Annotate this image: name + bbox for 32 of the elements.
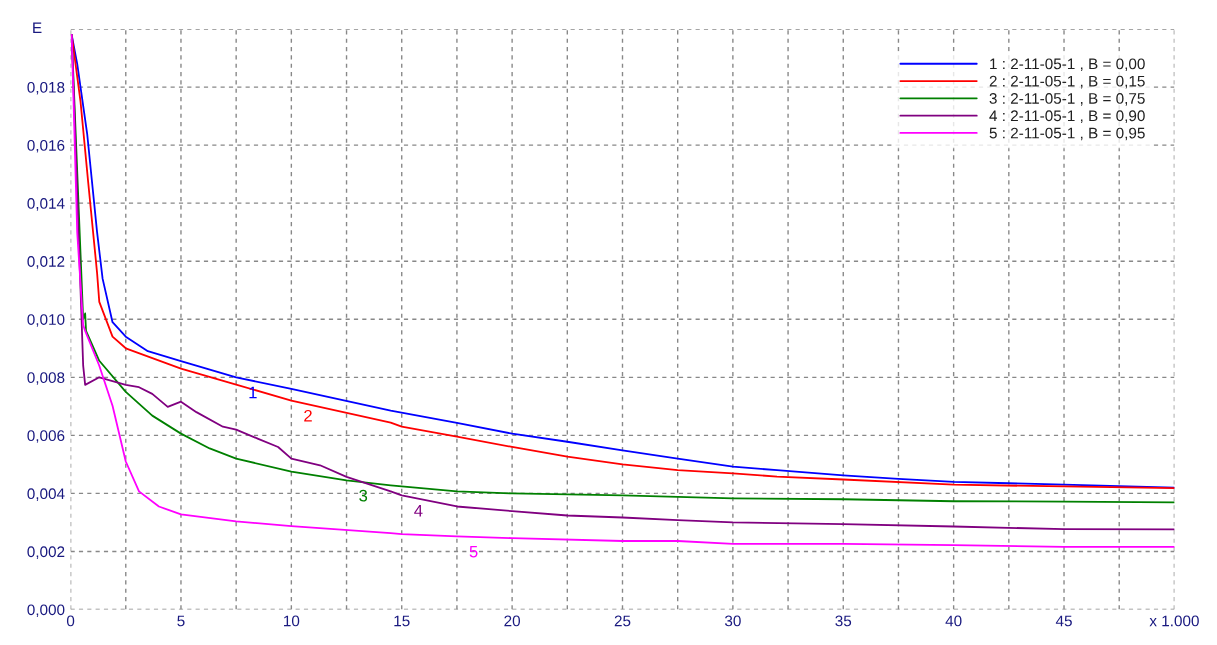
- y-tick-label: 0,008: [27, 372, 65, 385]
- legend-label: 1 : 2-11-05-1 , B = 0,00: [990, 58, 1145, 72]
- x-tick-label: 25: [614, 615, 631, 627]
- annotation: 2: [304, 409, 312, 422]
- y-tick-label: 0,006: [27, 430, 65, 443]
- annotation: 4: [414, 504, 423, 517]
- annotation: 1: [249, 386, 257, 399]
- annotation: 5: [469, 545, 478, 558]
- x-tick-label: 35: [835, 615, 852, 627]
- y-tick-label: 0,014: [27, 198, 65, 211]
- x-tick-label: 45: [1055, 615, 1072, 627]
- legend-label: 2 : 2-11-05-1 , B = 0,15: [989, 75, 1145, 89]
- annotation: 3: [359, 489, 368, 502]
- legend-label: 3 : 2-11-05-1 , B = 0,75: [989, 93, 1145, 106]
- y-tick-label: 0,012: [27, 256, 65, 269]
- x-tick-label: 15: [394, 615, 410, 627]
- y-axis-title: E: [33, 22, 42, 33]
- y-tick-label: 0,000: [27, 604, 65, 618]
- x-tick-label: 0: [66, 615, 75, 627]
- x-tick-label: 20: [504, 615, 521, 627]
- x-tick-label: 30: [724, 615, 741, 627]
- y-tick-label: 0,010: [27, 314, 65, 327]
- x-tick-label: x 1.000: [1149, 615, 1199, 627]
- x-tick-label: 10: [284, 615, 300, 627]
- y-tick-label: 0,016: [27, 139, 65, 153]
- x-tick-label: 40: [945, 615, 962, 627]
- legend-label: 4 : 2-11-05-1 , B = 0,90: [989, 110, 1145, 123]
- x-tick-label: 5: [177, 615, 185, 627]
- y-tick-label: 0,018: [27, 81, 65, 95]
- y-tick-label: 0,002: [27, 546, 65, 559]
- legend-label: 5 : 2-11-05-1 , B = 0,95: [989, 127, 1145, 141]
- y-tick-label: 0,004: [27, 488, 65, 501]
